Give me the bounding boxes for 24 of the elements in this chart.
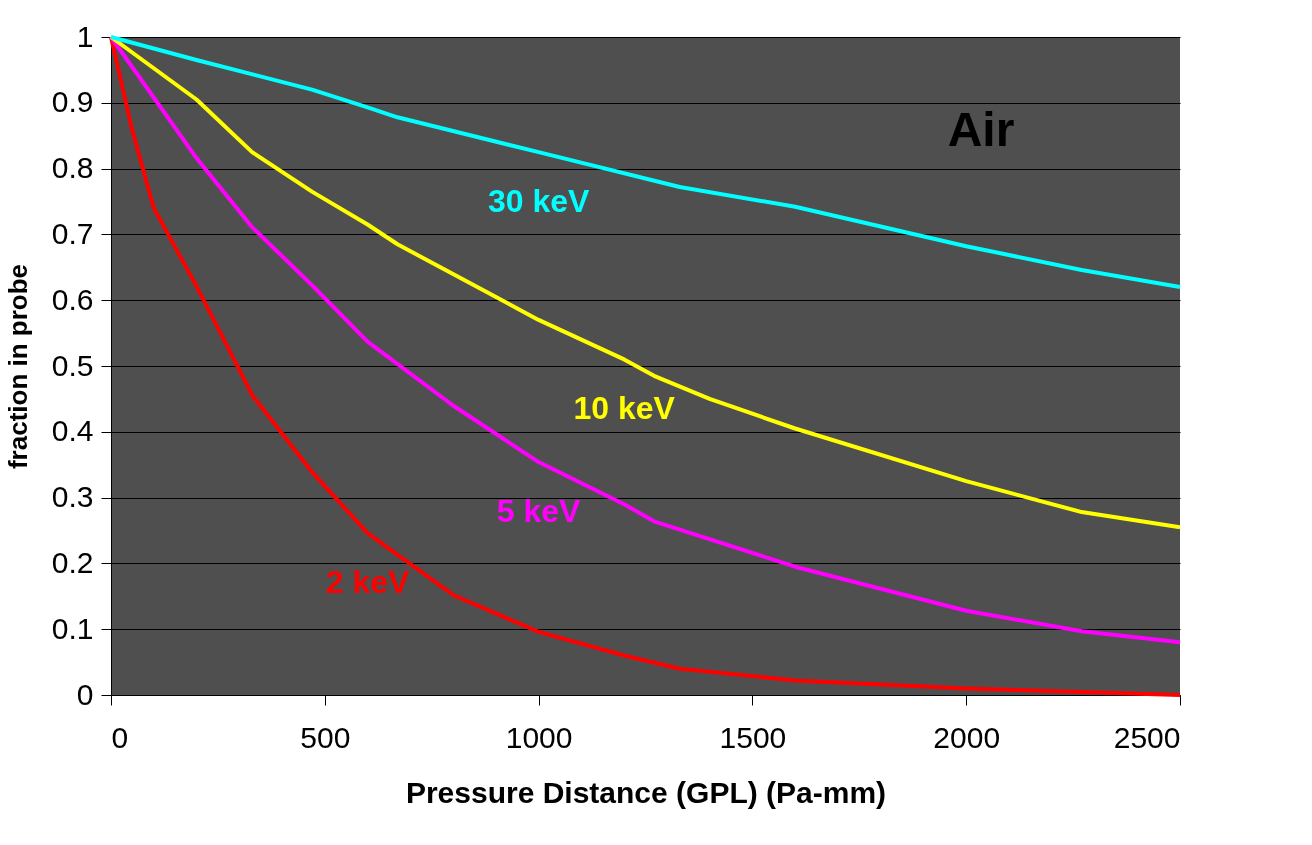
y-tick-label: 0.3 xyxy=(51,480,94,514)
y-tick-label: 0.7 xyxy=(51,216,94,250)
y-tick-label: 0.2 xyxy=(51,545,94,579)
x-tick-label: 500 xyxy=(300,720,351,754)
y-tick-label: 0 xyxy=(76,677,94,711)
y-tick-label: 0.1 xyxy=(51,611,94,645)
annotation: Air xyxy=(947,103,1015,156)
series-label: 10 keV xyxy=(573,390,676,427)
x-tick-label: 1000 xyxy=(505,720,573,754)
x-tick-label: 0 xyxy=(111,720,129,754)
y-tick-label: 0.5 xyxy=(51,348,94,382)
series-label: 5 keV xyxy=(496,493,582,530)
y-tick-label: 1 xyxy=(76,19,94,53)
y-tick-label: 0.4 xyxy=(51,414,94,448)
y-tick-label: 0.6 xyxy=(51,282,94,316)
series-label: 2 keV xyxy=(325,564,411,601)
x-axis-title: Pressure Distance (GPL) (Pa-mm) xyxy=(405,775,887,809)
y-tick-label: 0.9 xyxy=(51,85,94,119)
x-tick-label: 1500 xyxy=(719,720,787,754)
y-tick-label: 0.8 xyxy=(51,151,94,185)
y-axis-title: fraction in probe xyxy=(2,263,33,470)
x-tick-label: 2500 xyxy=(1113,720,1181,754)
x-tick-label: 2000 xyxy=(933,720,1001,754)
series-label: 30 keV xyxy=(487,183,590,220)
